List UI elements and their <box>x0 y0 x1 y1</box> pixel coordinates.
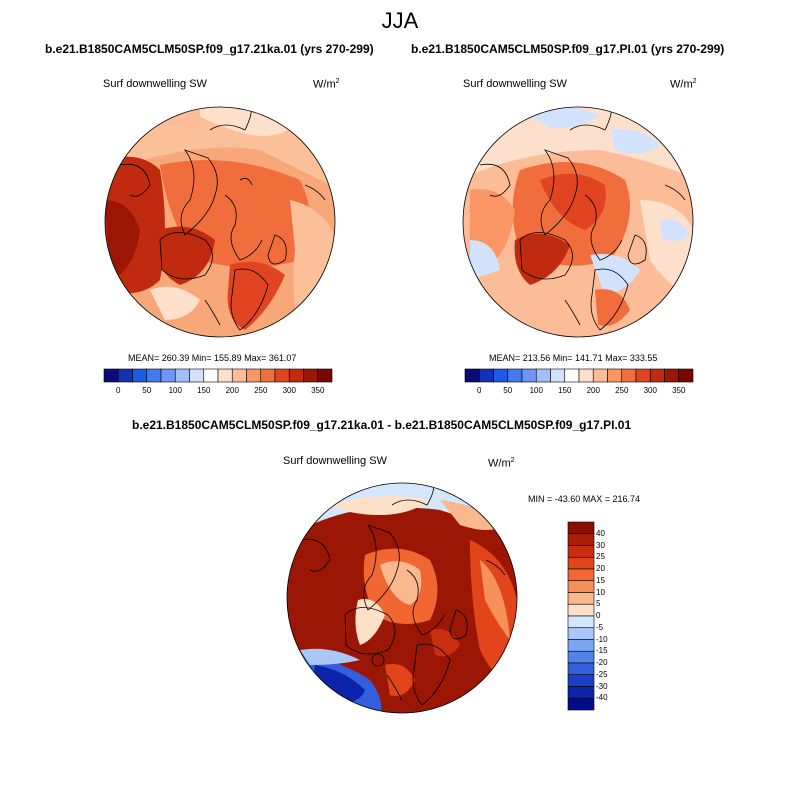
colorbar-tick-label: 50 <box>142 386 152 395</box>
colorbar-swatch <box>567 674 595 687</box>
panel2-case-title: b.e21.B1850CAM5CLM50SP.f09_g17.PI.01 (yr… <box>411 42 725 56</box>
colorbar-swatch <box>567 545 595 558</box>
colorbar-tick-label: 250 <box>254 386 268 395</box>
panel2-variable-label: Surf downwelling SW <box>463 78 567 90</box>
colorbar-swatch <box>567 568 595 582</box>
colorbar-tick-label: -25 <box>596 669 608 679</box>
colorbar-tick-label: 10 <box>596 587 605 597</box>
colorbar-tick-label: -30 <box>596 681 608 691</box>
colorbar-tick-label: -20 <box>596 658 608 667</box>
colorbar-swatch <box>678 368 694 383</box>
colorbar-tick-label: -10 <box>596 634 608 644</box>
diff-case-title: b.e21.B1850CAM5CLM50SP.f09_g17.21ka.01 -… <box>132 418 632 432</box>
colorbar-tick-label: 300 <box>643 386 657 395</box>
colorbar-swatch <box>567 603 595 617</box>
colorbar-swatch <box>567 615 595 629</box>
colorbar-tick-label: 30 <box>596 540 605 550</box>
panel1-colorbar-labels: 0 50 100 150 200 250 300 350 <box>104 386 344 398</box>
colorbar-swatch <box>567 521 595 535</box>
colorbar-swatch <box>567 662 595 676</box>
diff-colorbar <box>567 521 595 711</box>
colorbar-swatch <box>567 533 595 546</box>
diff-variable-label: Surf downwelling SW <box>283 455 387 467</box>
colorbar-tick-label: -40 <box>596 693 608 703</box>
colorbar-tick-label: 350 <box>672 386 686 395</box>
colorbar-swatch <box>567 627 595 640</box>
panel2-units-label: W/m2 <box>670 78 697 91</box>
colorbar-tick-label: 25 <box>596 552 605 562</box>
colorbar-swatch <box>567 580 595 593</box>
colorbar-swatch <box>567 686 595 699</box>
colorbar-tick-label: -5 <box>596 622 604 632</box>
colorbar-swatch <box>567 697 595 711</box>
colorbar-tick-label: 20 <box>596 564 605 573</box>
colorbar-tick-label: 100 <box>168 386 182 395</box>
colorbar-tick-label: 350 <box>311 386 325 395</box>
panel1-units-label: W/m2 <box>313 78 340 91</box>
diff-stats: MIN = -43.60 MAX = 216.74 <box>528 494 641 504</box>
colorbar-tick-label: 300 <box>282 386 296 395</box>
diff-units-label: W/m2 <box>488 457 515 470</box>
colorbar-tick-label: 0 <box>116 386 121 395</box>
colorbar-tick-label: 0 <box>596 611 601 620</box>
colorbar-swatch <box>317 368 333 383</box>
colorbar-swatch <box>567 639 595 652</box>
colorbar-swatch <box>567 592 595 605</box>
panel2-colorbar-labels: 0 50 100 150 200 250 300 350 <box>465 386 693 398</box>
panel1-variable-label: Surf downwelling SW <box>103 78 207 90</box>
panel1-stats: MEAN= 260.39 Min= 155.89 Max= 361.07 <box>128 353 297 363</box>
colorbar-tick-label: 40 <box>596 528 605 538</box>
colorbar-tick-label: 200 <box>586 386 600 395</box>
colorbar-swatch <box>567 650 595 664</box>
colorbar-tick-label: 15 <box>596 575 605 585</box>
colorbar-tick-label: 200 <box>225 386 239 395</box>
panel1-case-title: b.e21.B1850CAM5CLM50SP.f09_g17.21ka.01 (… <box>45 42 374 56</box>
colorbar-swatch <box>567 556 595 570</box>
colorbar-tick-label: -15 <box>596 646 608 656</box>
colorbar-tick-label: 250 <box>615 386 629 395</box>
colorbar-tick-label: 5 <box>596 599 601 609</box>
colorbar-tick-label: 0 <box>477 386 482 395</box>
panel2-stats: MEAN= 213.56 Min= 141.71 Max= 333.55 <box>489 353 658 363</box>
colorbar-tick-label: 150 <box>197 386 211 395</box>
panel1-colorbar <box>103 368 333 383</box>
figure-title: JJA <box>381 8 419 33</box>
colorbar-tick-label: 100 <box>529 386 543 395</box>
colorbar-tick-label: 150 <box>558 386 572 395</box>
colorbar-tick-label: 50 <box>503 386 513 395</box>
panel2-colorbar <box>464 368 694 383</box>
